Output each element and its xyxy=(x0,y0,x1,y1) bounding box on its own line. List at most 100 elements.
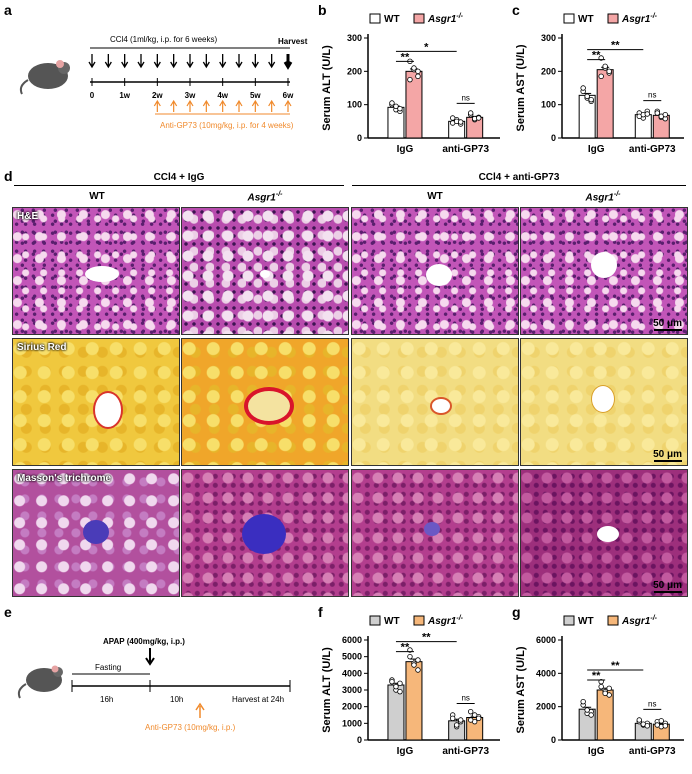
group-igg-line xyxy=(14,185,344,186)
x-tick-label: anti-GP73 xyxy=(629,746,676,757)
micrograph-mt-ko-igg xyxy=(181,469,349,597)
data-point xyxy=(602,63,608,70)
data-point xyxy=(407,647,413,653)
y-axis-label: Serum ALT (U/L) xyxy=(321,45,333,131)
panel-label-c: c xyxy=(512,2,520,18)
panel-label-f: f xyxy=(318,604,323,620)
y-tick-label: 300 xyxy=(541,33,556,43)
data-point xyxy=(397,105,403,112)
chart-g: Serum AST (U/L) 0 2000 4000 6000 WT Asgr1-/- Ig… xyxy=(515,615,684,757)
legend-swatch-ko xyxy=(413,615,425,626)
injection-arrow-icon xyxy=(202,54,210,69)
injection-arrow-icon xyxy=(104,54,112,69)
fibrosis-region xyxy=(244,387,294,425)
data-point xyxy=(411,65,417,71)
group-antigp73-line xyxy=(352,185,686,186)
data-point xyxy=(644,723,650,729)
injection-arrow-icon xyxy=(219,54,227,69)
data-point xyxy=(598,73,604,80)
antibody-arrow-icon xyxy=(153,99,161,112)
data-point xyxy=(457,119,464,125)
legend-swatch-wt xyxy=(369,615,381,626)
antibody-label-a: Anti-GP73 (10mg/kg, i.p. for 4 weeks) xyxy=(160,121,294,130)
x-tick-label: anti-GP73 xyxy=(442,144,489,155)
collagen-region xyxy=(83,520,109,544)
central-vein xyxy=(260,270,270,278)
x-tick-label: anti-GP73 xyxy=(629,144,676,155)
data-point xyxy=(415,667,421,673)
sig-label-ns: ns xyxy=(648,699,656,708)
x-tick-label: IgG xyxy=(588,144,605,155)
antibody-arrow-icon xyxy=(268,99,276,112)
data-point xyxy=(407,76,413,83)
legend-swatch-ko xyxy=(413,13,425,24)
injection-arrow-icon xyxy=(153,54,161,69)
data-point xyxy=(584,707,590,713)
bar-Asgr1-/--IgG xyxy=(405,661,423,741)
micrograph-sr-wt-igg: Sirius Red xyxy=(12,338,180,466)
y-axis-label: Serum AST (U/L) xyxy=(515,44,527,131)
legend: WT Asgr1-/- xyxy=(563,615,658,627)
timeline-tick-label: 0 xyxy=(90,91,95,100)
antibody-arrow-icon xyxy=(170,99,178,112)
y-tick-label: 0 xyxy=(357,133,362,143)
micrograph-mt-ko-antigp73: 50 μm xyxy=(520,469,688,597)
data-point xyxy=(580,85,586,91)
x-tick-label: IgG xyxy=(397,746,414,757)
label-10h: 10h xyxy=(170,695,183,704)
data-point xyxy=(654,722,660,728)
data-point xyxy=(389,100,395,106)
data-point xyxy=(393,683,399,690)
stain-label-he: H&E xyxy=(17,211,39,222)
x-tick-label: IgG xyxy=(588,746,605,757)
col-header-wt-2: WT xyxy=(427,191,443,202)
y-tick-label: 4000 xyxy=(536,668,556,678)
micrograph-sr-ko-antigp73: 50 μm xyxy=(520,338,688,466)
collagen-region xyxy=(242,514,286,554)
data-point xyxy=(415,68,421,75)
central-vein xyxy=(597,526,619,542)
collagen-region xyxy=(424,522,440,536)
y-tick-label: 5000 xyxy=(342,652,362,662)
data-point xyxy=(467,708,474,715)
micrograph-he-wt-antigp73 xyxy=(351,207,519,335)
injection-arrow-icon xyxy=(186,54,194,69)
legend-label-ko: Asgr1-/- xyxy=(427,615,464,627)
apap-arrow-icon xyxy=(145,648,155,666)
data-point xyxy=(389,678,395,685)
timeline-e: Fasting APAP (400mg/kg, i.p.) 16h 10h Ha… xyxy=(17,637,291,732)
y-tick-label: 2000 xyxy=(536,702,556,712)
injection-arrow-icon xyxy=(170,54,178,69)
y-tick-label: 100 xyxy=(347,100,362,110)
timeline-a: CCl4 (1ml/kg, i.p. for 6 weeks) Harvest … xyxy=(19,35,308,130)
chart-f: Serum ALT (U/L) 0 1000 2000 3000 4000 5000 6000… xyxy=(321,615,500,757)
y-tick-label: 200 xyxy=(347,66,362,76)
data-point xyxy=(397,680,403,687)
timeline-tick-label: 3w xyxy=(185,91,196,100)
sig-label: ** xyxy=(401,51,410,63)
col-header-ko-1: Asgr1-/- xyxy=(247,191,283,204)
y-tick-label: 0 xyxy=(551,735,556,745)
sig-label: ** xyxy=(592,50,601,62)
micrograph-sr-ko-igg xyxy=(181,338,349,466)
data-point xyxy=(602,690,608,697)
apap-label: APAP (400mg/kg, i.p.) xyxy=(103,637,185,646)
micrograph-he-ko-igg xyxy=(181,207,349,335)
y-tick-label: 200 xyxy=(541,66,556,76)
antibody-arrow-icon xyxy=(235,99,243,112)
stain-label-sirius-red: Sirius Red xyxy=(17,342,67,353)
timeline-tick-label: 6w xyxy=(283,91,294,100)
y-tick-label: 300 xyxy=(347,33,362,43)
sig-label: * xyxy=(424,41,429,53)
legend-swatch-wt xyxy=(563,13,575,24)
antibody-arrow-icon xyxy=(186,99,194,112)
legend: WT Asgr1-/- xyxy=(563,13,658,25)
data-point xyxy=(467,110,474,116)
sig-label: ** xyxy=(611,40,620,52)
data-point xyxy=(584,93,590,100)
y-tick-label: 3000 xyxy=(342,685,362,695)
data-point xyxy=(415,73,421,80)
antibody-arrow-icon xyxy=(202,99,210,112)
data-point xyxy=(393,103,399,110)
antibody-arrow-icon xyxy=(284,99,292,112)
